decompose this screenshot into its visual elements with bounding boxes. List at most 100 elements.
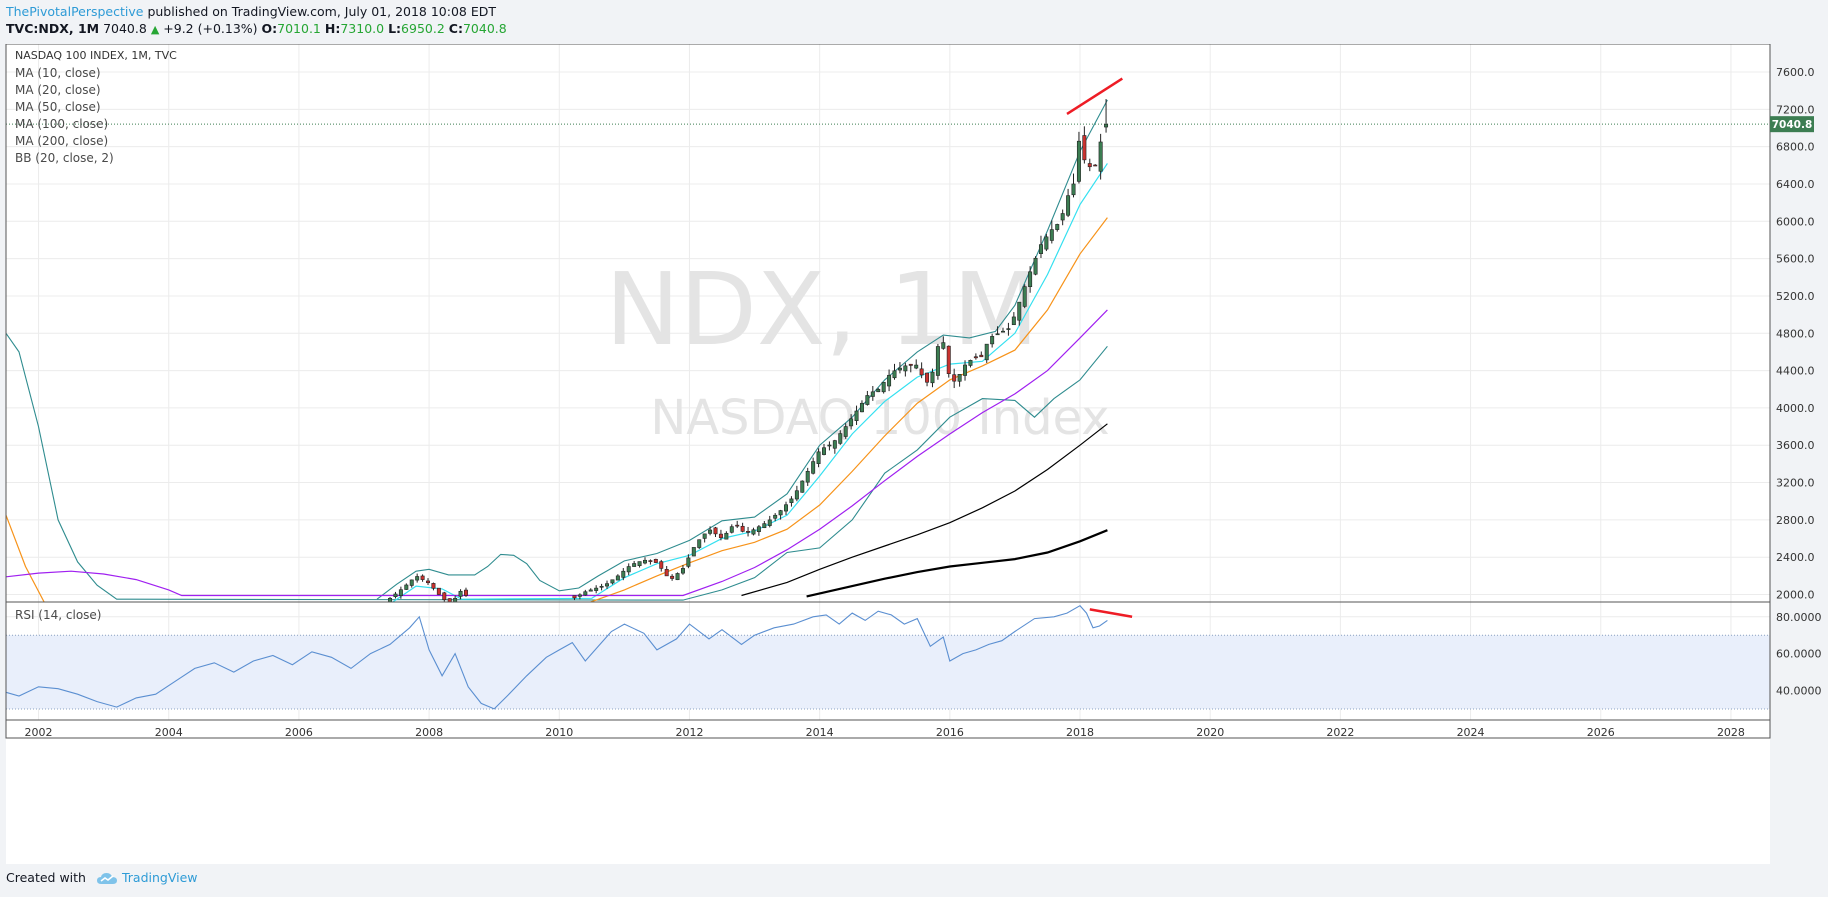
candle-body xyxy=(431,583,436,589)
ma10-line xyxy=(391,163,1108,602)
bb-lower-line xyxy=(6,332,1108,601)
candle-body xyxy=(973,356,978,359)
candle-body xyxy=(968,360,973,366)
ma100-line xyxy=(741,423,1108,597)
y-tick-label: 6400.0 xyxy=(1776,178,1815,191)
chart-header: ThePivotalPerspective published on Tradi… xyxy=(0,0,1828,44)
candle-body xyxy=(702,533,707,539)
x-tick-label: 2028 xyxy=(1717,726,1745,739)
y-tick-label: 2800.0 xyxy=(1776,514,1815,527)
candle-body xyxy=(577,594,582,597)
high-label: H: xyxy=(324,21,341,36)
candle-body xyxy=(1033,257,1038,275)
chart-title: NASDAQ 100 INDEX, 1M, TVC xyxy=(15,49,177,62)
candle-body xyxy=(930,371,935,384)
high-value: 7310.0 xyxy=(340,21,385,36)
price-change: +9.2 (+0.13%) xyxy=(163,21,258,36)
candle-body xyxy=(946,345,951,374)
candle-body xyxy=(1071,183,1076,196)
candle-body xyxy=(990,336,995,345)
tick-labels: 2002 2004 2006 2008 2010 2012 2014 2016 2018 2020… xyxy=(25,66,1822,739)
rsi-tick-label: 80.0000 xyxy=(1776,611,1822,624)
candle-body xyxy=(740,525,745,532)
last-price: 7040.8 xyxy=(103,21,147,36)
candle-body xyxy=(420,575,425,580)
axes xyxy=(5,44,1771,739)
low-value: 6950.2 xyxy=(401,21,445,36)
symbol-line: TVC:NDX, 1M 7040.8 ▲ +9.2 (+0.13%) O:701… xyxy=(6,21,507,36)
candle-body xyxy=(664,569,669,577)
candle-body xyxy=(811,461,816,474)
candle-body xyxy=(832,440,837,449)
candle-body xyxy=(735,524,740,527)
legend-ma100[interactable]: MA (100, close) xyxy=(15,117,108,131)
tradingview-cloud-icon xyxy=(96,872,117,884)
x-tick-label: 2018 xyxy=(1066,726,1094,739)
indicator-lines xyxy=(6,99,1770,602)
footer: Created with TradingView xyxy=(6,870,198,885)
rsi-tick-label: 40.0000 xyxy=(1776,685,1822,698)
candle-body xyxy=(1098,141,1103,172)
candle-body xyxy=(794,490,799,500)
tradingview-link[interactable]: TradingView xyxy=(121,870,198,885)
legend-ma50[interactable]: MA (50, close) xyxy=(15,100,101,114)
ma50-line xyxy=(6,309,1108,597)
candle-body xyxy=(805,470,810,483)
y-tick-label: 6800.0 xyxy=(1776,141,1815,154)
candle-body xyxy=(1038,244,1043,254)
candle-body xyxy=(979,354,984,358)
candle-body xyxy=(995,333,1000,336)
x-tick-label: 2026 xyxy=(1587,726,1615,739)
chart-background xyxy=(6,44,1770,864)
candle-body xyxy=(458,590,463,597)
legend-bb[interactable]: BB (20, close, 2) xyxy=(15,151,114,165)
legend-rsi[interactable]: RSI (14, close) xyxy=(15,608,101,622)
candle-body xyxy=(756,526,761,532)
candle-body xyxy=(789,498,794,503)
candle-body xyxy=(409,579,414,586)
candle-body xyxy=(984,343,989,361)
candle-body xyxy=(762,523,767,529)
candle-body xyxy=(621,570,626,578)
y-tick-label: 3200.0 xyxy=(1776,477,1815,490)
candle-body xyxy=(708,529,713,534)
candle-body xyxy=(670,575,675,579)
candle-body xyxy=(897,367,902,371)
candle-body xyxy=(659,561,664,569)
candle-body xyxy=(1066,195,1071,216)
open-value: 7010.1 xyxy=(277,21,321,36)
candle-body xyxy=(822,447,826,455)
candle-body xyxy=(914,364,919,369)
candle-body xyxy=(398,589,403,596)
close-label: C: xyxy=(448,21,463,36)
x-tick-label: 2006 xyxy=(285,726,313,739)
author-link[interactable]: ThePivotalPerspective xyxy=(6,4,144,19)
candlestick-series xyxy=(388,99,1109,602)
candle-body xyxy=(588,589,593,592)
candle-body xyxy=(626,566,631,573)
open-label: O: xyxy=(261,21,278,36)
candle-body xyxy=(464,589,468,596)
price-trendline[interactable] xyxy=(1066,77,1124,116)
candle-body xyxy=(1082,135,1087,161)
candle-body xyxy=(680,568,685,574)
candle-body xyxy=(653,558,658,563)
candle-body xyxy=(632,563,637,567)
y-tick-label: 4400.0 xyxy=(1776,365,1815,378)
legend-ma200[interactable]: MA (200, close) xyxy=(15,134,108,148)
trendline-annotations[interactable] xyxy=(1066,77,1133,618)
symbol-label[interactable]: TVC:NDX, 1M xyxy=(6,21,100,36)
candle-body xyxy=(887,374,892,387)
rsi-tick-label: 60.0000 xyxy=(1776,648,1822,661)
rsi-trendline[interactable] xyxy=(1089,608,1133,618)
candle-body xyxy=(800,480,805,493)
candle-body xyxy=(691,547,696,557)
x-tick-label: 2010 xyxy=(545,726,573,739)
candle-body xyxy=(453,597,458,602)
legend-ma20[interactable]: MA (20, close) xyxy=(15,83,101,97)
chart-frame xyxy=(5,44,1771,739)
publish-line: ThePivotalPerspective published on Tradi… xyxy=(6,4,496,19)
chart-area[interactable]: NDX, 1M NASDAQ 100 Index 2002 2004 2006 200… xyxy=(0,44,1828,864)
x-tick-label: 2024 xyxy=(1457,726,1485,739)
legend-ma10[interactable]: MA (10, close) xyxy=(15,66,101,80)
